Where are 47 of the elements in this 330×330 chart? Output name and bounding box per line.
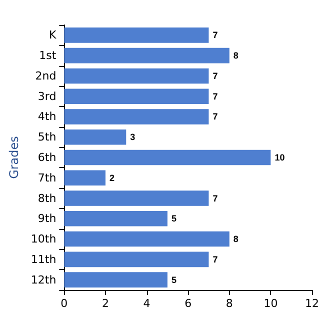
bar bbox=[64, 68, 209, 84]
bar bbox=[64, 231, 230, 247]
y-tick-label: 7th bbox=[38, 171, 56, 184]
data-label: 8 bbox=[233, 234, 238, 244]
data-label: 7 bbox=[212, 70, 218, 81]
y-tick-label: 11th bbox=[30, 252, 56, 266]
data-label: 7 bbox=[212, 30, 218, 40]
bar bbox=[64, 129, 126, 145]
data-label: 10 bbox=[274, 152, 285, 162]
y-tick-label: 3rd bbox=[38, 90, 56, 103]
bar bbox=[64, 48, 230, 64]
x-tick-label: 4 bbox=[143, 297, 150, 310]
x-tick-label: 10 bbox=[264, 297, 278, 310]
bar bbox=[64, 150, 271, 166]
data-label: 7 bbox=[212, 91, 218, 102]
bar bbox=[64, 252, 209, 268]
y-tick-label: 8th bbox=[38, 192, 56, 205]
x-tick-label: 2 bbox=[102, 297, 109, 310]
bar bbox=[64, 88, 209, 104]
data-label: 7 bbox=[212, 112, 218, 122]
bar bbox=[64, 272, 168, 288]
y-tick-label: 10th bbox=[30, 232, 56, 246]
x-tick-label: 8 bbox=[226, 297, 233, 310]
data-label: 2 bbox=[109, 172, 114, 183]
data-label: 8 bbox=[233, 50, 238, 61]
y-tick-label: 5th bbox=[38, 130, 56, 144]
data-label: 5 bbox=[171, 274, 176, 285]
x-tick-label: 0 bbox=[60, 297, 68, 310]
data-label: 3 bbox=[130, 132, 136, 142]
data-label: 5 bbox=[171, 214, 176, 224]
y-tick-label: 9th bbox=[38, 212, 56, 226]
y-axis-title: Grades bbox=[7, 136, 21, 179]
y-tick-label: 2nd bbox=[35, 69, 56, 82]
y-tick-label: 4th bbox=[38, 110, 56, 124]
bar bbox=[64, 190, 209, 206]
data-label: 7 bbox=[212, 193, 218, 204]
bar bbox=[64, 28, 209, 43]
y-tick-label: 1st bbox=[39, 49, 57, 62]
x-tick-label: 12 bbox=[305, 297, 319, 310]
data-label: 7 bbox=[212, 254, 218, 264]
bar bbox=[64, 109, 209, 124]
y-tick-label: 12th bbox=[30, 273, 56, 286]
x-tick-label: 6 bbox=[184, 297, 192, 310]
y-tick-label: 6th bbox=[38, 151, 56, 164]
bar bbox=[64, 211, 168, 226]
bar bbox=[64, 170, 106, 186]
y-tick-label: K bbox=[48, 28, 57, 42]
